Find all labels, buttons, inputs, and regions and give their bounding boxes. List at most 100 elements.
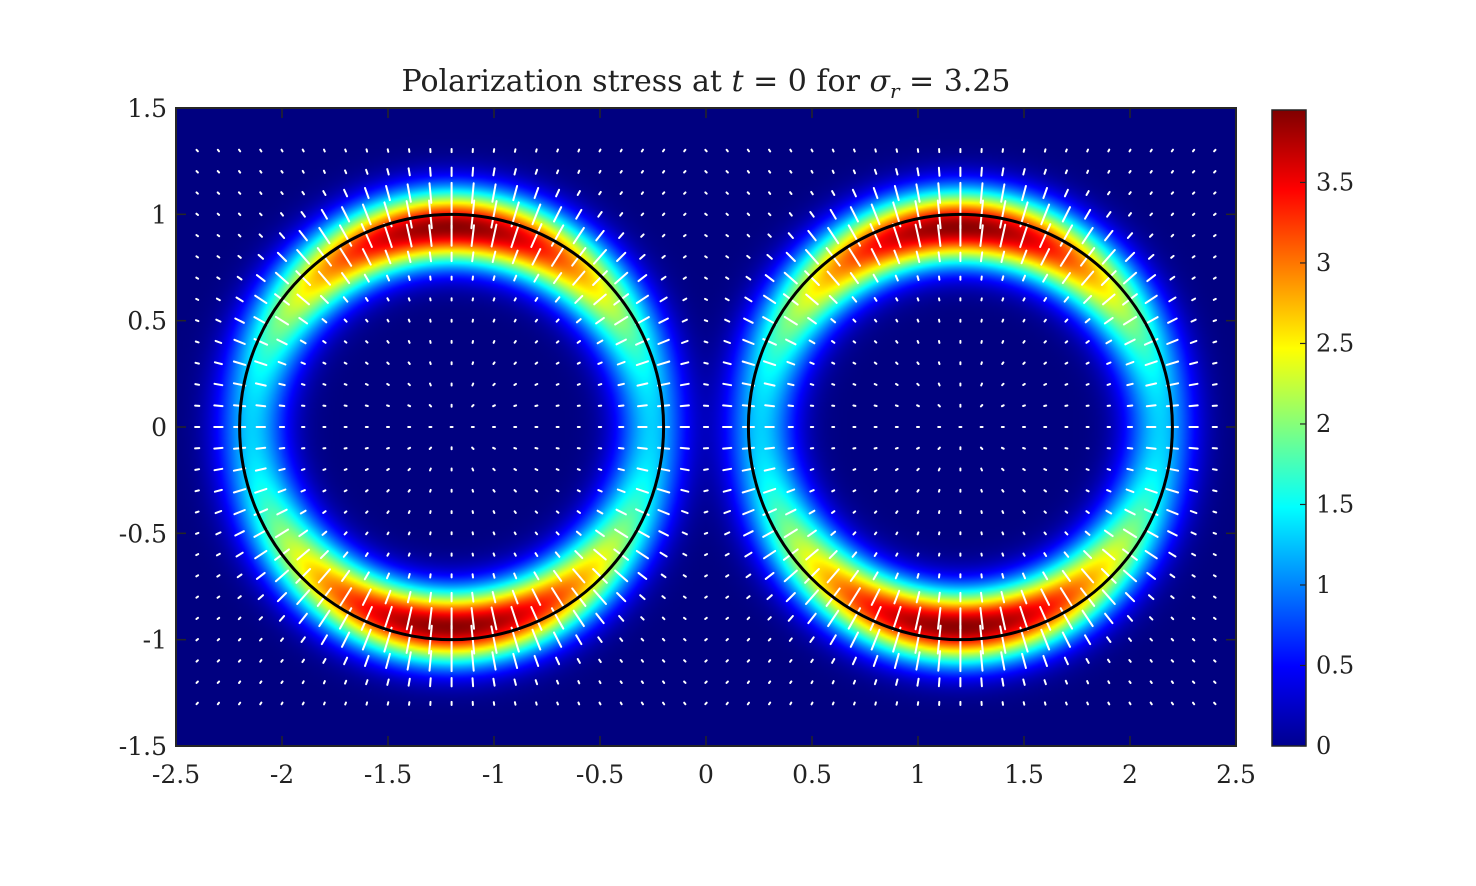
force-vector — [873, 679, 878, 686]
force-vector — [1213, 234, 1217, 238]
force-vector — [979, 404, 984, 408]
force-vector — [597, 636, 603, 643]
force-vector — [614, 569, 629, 583]
force-vector — [321, 530, 328, 536]
force-vector — [1192, 148, 1196, 153]
force-vector — [746, 595, 751, 600]
y-tick-label: -0.5 — [119, 519, 167, 548]
force-vector — [1083, 294, 1093, 304]
force-vector — [255, 274, 266, 283]
force-vector — [1059, 587, 1073, 607]
force-vector — [1128, 212, 1132, 217]
force-vector — [1169, 573, 1176, 579]
force-vector — [763, 360, 777, 367]
force-vector — [365, 340, 369, 344]
force-vector — [1149, 148, 1153, 153]
force-vector — [298, 229, 308, 242]
force-vector — [1022, 148, 1026, 153]
force-vector — [576, 468, 581, 471]
force-vector — [788, 637, 793, 642]
force-vector — [937, 607, 942, 630]
force-vector — [512, 652, 519, 669]
force-vector — [386, 678, 390, 686]
force-vector — [299, 509, 307, 515]
force-vector — [703, 510, 709, 514]
force-vector — [278, 467, 286, 472]
colorbar-tick-label: 3 — [1316, 249, 1331, 277]
force-vector — [254, 360, 268, 367]
force-vector — [555, 383, 560, 386]
force-vector — [807, 612, 817, 625]
force-vector — [280, 659, 284, 663]
force-vector — [722, 446, 733, 450]
force-vector — [365, 701, 369, 706]
force-vector — [428, 591, 432, 603]
force-vector — [512, 185, 519, 202]
force-vector — [979, 650, 984, 672]
force-vector — [1165, 360, 1180, 366]
force-vector — [534, 468, 539, 471]
force-vector — [238, 148, 242, 153]
force-vector — [810, 658, 814, 664]
force-vector — [723, 339, 731, 344]
force-vector — [237, 254, 242, 259]
force-vector — [575, 530, 582, 536]
force-vector — [787, 615, 794, 622]
force-vector — [237, 191, 242, 195]
colorbar-tick-label: 0.5 — [1316, 651, 1354, 679]
force-vector — [513, 468, 517, 472]
force-vector — [852, 531, 857, 536]
force-vector — [937, 182, 942, 204]
force-vector — [1104, 612, 1114, 625]
force-vector — [1081, 226, 1094, 245]
force-vector — [576, 510, 581, 514]
force-vector — [979, 607, 984, 630]
force-vector — [470, 182, 475, 204]
force-vector — [534, 489, 539, 493]
force-vector — [1022, 678, 1026, 686]
force-vector — [386, 701, 390, 706]
force-vector — [744, 296, 753, 303]
force-vector — [278, 447, 286, 450]
force-vector — [257, 594, 264, 601]
force-vector — [361, 588, 372, 606]
force-vector — [724, 531, 731, 536]
force-vector — [572, 568, 586, 584]
force-vector — [895, 678, 899, 686]
force-vector — [407, 489, 411, 493]
force-vector — [1064, 489, 1069, 493]
force-vector — [407, 275, 411, 281]
force-vector — [216, 574, 221, 578]
force-vector — [213, 467, 224, 472]
force-vector — [724, 318, 731, 323]
x-tick-label: -1.5 — [364, 760, 412, 789]
force-vector — [617, 447, 625, 450]
force-vector — [809, 468, 815, 471]
force-vector — [194, 468, 201, 471]
force-vector — [344, 701, 347, 706]
force-vector — [852, 679, 856, 685]
force-vector — [1043, 404, 1048, 407]
force-vector — [1084, 208, 1092, 220]
force-vector — [637, 446, 648, 450]
force-vector — [852, 489, 857, 493]
force-vector — [916, 446, 920, 450]
force-vector — [1170, 659, 1175, 663]
force-vector — [617, 404, 625, 407]
force-vector — [471, 166, 475, 177]
force-vector — [596, 509, 604, 515]
force-vector — [703, 531, 709, 535]
force-vector — [277, 488, 287, 494]
force-vector — [617, 467, 625, 472]
force-vector — [999, 223, 1007, 248]
force-vector — [576, 361, 581, 365]
force-vector — [296, 249, 311, 265]
force-vector — [637, 571, 648, 580]
force-vector — [937, 677, 941, 688]
force-vector — [259, 637, 263, 642]
force-vector — [614, 528, 629, 539]
force-vector — [301, 680, 305, 685]
force-vector — [215, 297, 221, 302]
force-vector — [809, 211, 815, 218]
force-vector — [916, 361, 920, 365]
